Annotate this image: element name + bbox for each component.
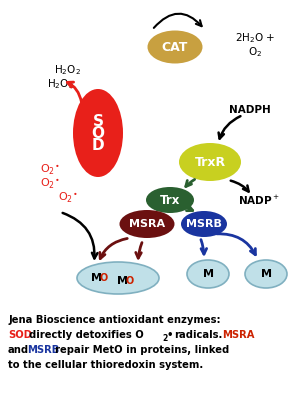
Text: 2H$_2$O +: 2H$_2$O +: [235, 31, 275, 45]
Text: M: M: [117, 276, 128, 286]
Ellipse shape: [147, 30, 203, 63]
Ellipse shape: [245, 260, 287, 288]
Text: MSRA: MSRA: [222, 330, 255, 340]
Text: and: and: [8, 345, 29, 355]
Text: radicals.: radicals.: [174, 330, 222, 340]
Text: H$_2$O$_2$: H$_2$O$_2$: [47, 77, 73, 91]
Text: O: O: [91, 126, 105, 140]
Text: M: M: [260, 269, 271, 279]
Text: Jena Bioscience antioxidant enzymes:: Jena Bioscience antioxidant enzymes:: [8, 315, 221, 325]
Text: directly detoxifies O: directly detoxifies O: [29, 330, 144, 340]
Text: MSRB: MSRB: [27, 345, 59, 355]
Text: O: O: [126, 276, 134, 286]
Ellipse shape: [187, 260, 229, 288]
Text: O$_2$: O$_2$: [248, 45, 262, 59]
Text: TrxR: TrxR: [194, 155, 226, 169]
Text: O$_2$$^{\bullet}$: O$_2$$^{\bullet}$: [40, 163, 60, 177]
Ellipse shape: [77, 262, 159, 294]
Text: D: D: [92, 138, 104, 152]
Text: O$_2$$^{\bullet}$: O$_2$$^{\bullet}$: [40, 177, 60, 191]
Text: repair MetO in proteins, linked: repair MetO in proteins, linked: [55, 345, 229, 355]
Text: H$_2$O$_2$: H$_2$O$_2$: [54, 63, 80, 77]
Text: NADP$^+$: NADP$^+$: [238, 194, 280, 206]
Text: CAT: CAT: [162, 40, 188, 54]
Ellipse shape: [120, 210, 174, 238]
Text: O$_2$$^{\bullet}$: O$_2$$^{\bullet}$: [58, 191, 78, 205]
Text: •: •: [167, 330, 174, 340]
Text: to the cellular thioredoxin system.: to the cellular thioredoxin system.: [8, 360, 203, 370]
Text: M: M: [203, 269, 214, 279]
Text: MSRA: MSRA: [129, 219, 165, 229]
Ellipse shape: [181, 211, 227, 237]
Text: MSRB: MSRB: [186, 219, 222, 229]
Text: Trx: Trx: [160, 194, 180, 206]
Ellipse shape: [179, 143, 241, 181]
Text: M: M: [91, 273, 102, 283]
Text: NADPH: NADPH: [229, 105, 271, 115]
Text: 2: 2: [162, 334, 167, 343]
Ellipse shape: [73, 89, 123, 177]
Text: S: S: [92, 113, 103, 129]
Text: SOD: SOD: [8, 330, 32, 340]
Ellipse shape: [146, 187, 194, 213]
Text: O: O: [100, 273, 108, 283]
